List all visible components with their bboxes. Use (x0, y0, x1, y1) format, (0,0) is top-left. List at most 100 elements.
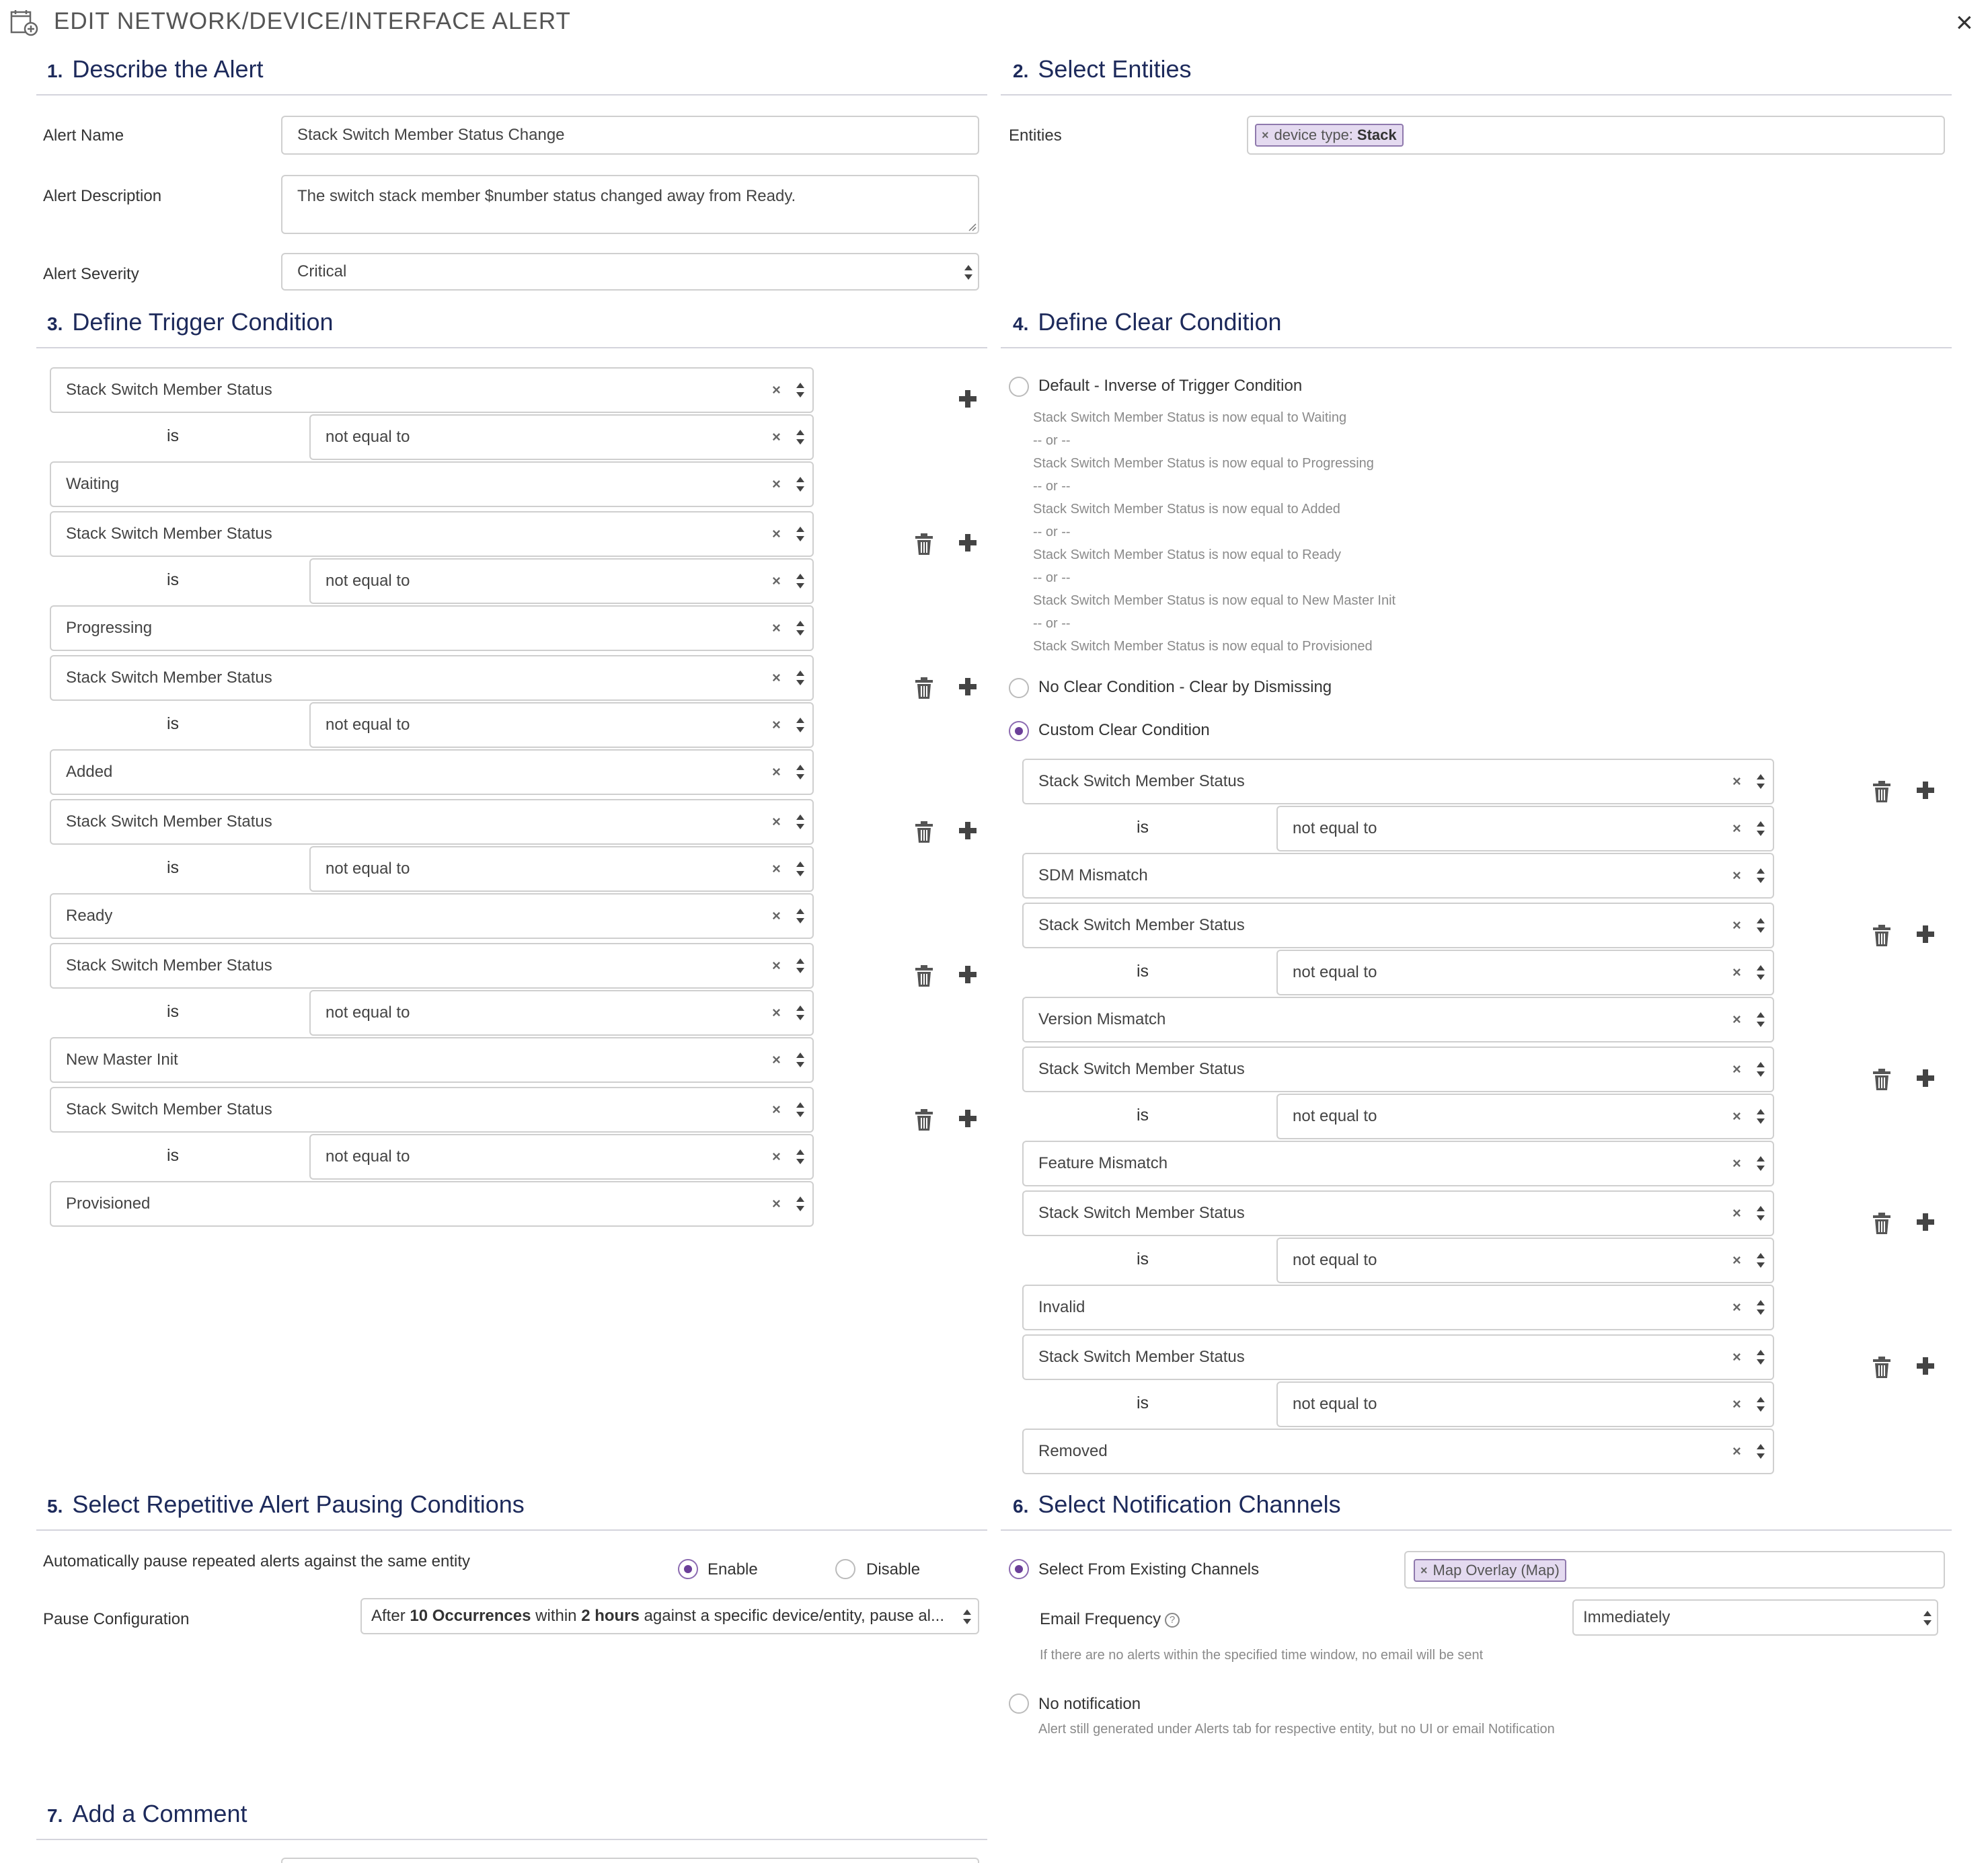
pause-disable-radio[interactable] (835, 1559, 855, 1579)
condition-value-select[interactable]: Removed × (1022, 1429, 1774, 1474)
condition-value-select[interactable]: SDM Mismatch × (1022, 853, 1774, 899)
condition-operator-select[interactable]: not equal to × (309, 1134, 814, 1180)
clear-x-icon[interactable]: × (1732, 1108, 1741, 1125)
resize-handle-icon[interactable] (967, 222, 977, 231)
trash-icon[interactable] (913, 964, 935, 987)
clear-x-icon[interactable]: × (1732, 1396, 1741, 1412)
condition-value-select[interactable]: Ready × (50, 893, 814, 939)
clear-x-icon[interactable]: × (1732, 1299, 1741, 1316)
plus-icon[interactable] (1915, 924, 1937, 947)
channel-tag[interactable]: × Map Overlay (Map) (1414, 1559, 1566, 1582)
alert-description-textarea[interactable]: The switch stack member $number status c… (281, 175, 979, 234)
clear-x-icon[interactable]: × (1732, 867, 1741, 884)
condition-metric-select[interactable]: Stack Switch Member Status × (1022, 759, 1774, 804)
condition-operator-select[interactable]: not equal to × (1276, 806, 1774, 851)
tag-remove-icon[interactable]: × (1420, 1563, 1428, 1577)
clear-x-icon[interactable]: × (1732, 1011, 1741, 1028)
trash-icon[interactable] (1871, 1068, 1893, 1091)
trash-icon[interactable] (913, 533, 935, 556)
condition-value-select[interactable]: Progressing × (50, 605, 814, 651)
plus-icon[interactable] (958, 677, 979, 699)
alert-name-input[interactable]: Stack Switch Member Status Change (281, 116, 979, 155)
clear-x-icon[interactable]: × (772, 669, 781, 686)
clear-x-icon[interactable]: × (772, 476, 781, 492)
clear-x-icon[interactable]: × (772, 619, 781, 636)
plus-icon[interactable] (1915, 780, 1937, 803)
clear-x-icon[interactable]: × (1732, 964, 1741, 981)
clear-x-icon[interactable]: × (1732, 1252, 1741, 1268)
condition-operator-select[interactable]: not equal to × (309, 414, 814, 460)
close-icon[interactable]: × (1956, 6, 1973, 39)
tag-remove-icon[interactable]: × (1262, 128, 1269, 142)
clear-x-icon[interactable]: × (772, 860, 781, 877)
plus-icon[interactable] (958, 1108, 979, 1131)
clear-x-icon[interactable]: × (1732, 1348, 1741, 1365)
condition-operator-select[interactable]: not equal to × (1276, 1094, 1774, 1139)
condition-metric-select[interactable]: Stack Switch Member Status × (1022, 903, 1774, 948)
clear-x-icon[interactable]: × (772, 381, 781, 398)
clear-none-radio[interactable] (1009, 678, 1029, 698)
condition-metric-select[interactable]: Stack Switch Member Status × (1022, 1334, 1774, 1380)
condition-metric-select[interactable]: Stack Switch Member Status × (50, 943, 814, 989)
condition-metric-select[interactable]: Stack Switch Member Status × (50, 655, 814, 701)
condition-value-select[interactable]: Provisioned × (50, 1181, 814, 1227)
plus-icon[interactable] (1915, 1356, 1937, 1379)
condition-operator-select[interactable]: not equal to × (1276, 950, 1774, 995)
clear-x-icon[interactable]: × (772, 1195, 781, 1212)
plus-icon[interactable] (1915, 1068, 1937, 1091)
condition-metric-select[interactable]: Stack Switch Member Status × (50, 511, 814, 557)
pause-config-select[interactable]: After 10 Occurrences within 2 hours agai… (360, 1598, 979, 1634)
condition-operator-select[interactable]: not equal to × (1276, 1381, 1774, 1427)
condition-operator-select[interactable]: not equal to × (309, 846, 814, 892)
condition-value-select[interactable]: New Master Init × (50, 1037, 814, 1083)
clear-x-icon[interactable]: × (1732, 1155, 1741, 1172)
clear-x-icon[interactable]: × (1732, 917, 1741, 934)
clear-x-icon[interactable]: × (1732, 773, 1741, 790)
clear-x-icon[interactable]: × (772, 763, 781, 780)
clear-x-icon[interactable]: × (772, 907, 781, 924)
condition-value-select[interactable]: Feature Mismatch × (1022, 1141, 1774, 1186)
pause-enable-radio[interactable] (678, 1559, 698, 1579)
trash-icon[interactable] (1871, 1356, 1893, 1379)
clear-x-icon[interactable]: × (1732, 1061, 1741, 1077)
condition-metric-select[interactable]: Stack Switch Member Status × (50, 367, 814, 413)
comment-input[interactable] (281, 1858, 979, 1863)
condition-value-select[interactable]: Added × (50, 749, 814, 795)
condition-metric-select[interactable]: Stack Switch Member Status × (50, 1087, 814, 1133)
clear-default-radio[interactable] (1009, 377, 1029, 397)
alert-severity-select[interactable]: Critical (281, 253, 979, 291)
no-notification-radio[interactable] (1009, 1694, 1029, 1714)
clear-x-icon[interactable]: × (772, 1101, 781, 1118)
clear-x-icon[interactable]: × (772, 813, 781, 830)
clear-custom-radio[interactable] (1009, 721, 1029, 741)
clear-x-icon[interactable]: × (772, 1004, 781, 1021)
email-frequency-select[interactable]: Immediately (1572, 1599, 1938, 1636)
channels-input[interactable]: × Map Overlay (Map) (1404, 1551, 1945, 1589)
condition-value-select[interactable]: Version Mismatch × (1022, 997, 1774, 1042)
condition-value-select[interactable]: Invalid × (1022, 1285, 1774, 1330)
clear-x-icon[interactable]: × (772, 428, 781, 445)
condition-metric-select[interactable]: Stack Switch Member Status × (1022, 1190, 1774, 1236)
trash-icon[interactable] (1871, 1212, 1893, 1235)
trash-icon[interactable] (913, 677, 935, 699)
clear-x-icon[interactable]: × (772, 957, 781, 974)
help-icon[interactable]: ? (1165, 1612, 1180, 1628)
entities-input[interactable]: × device type: Stack (1247, 116, 1945, 155)
trash-icon[interactable] (913, 1108, 935, 1131)
condition-operator-select[interactable]: not equal to × (309, 558, 814, 604)
condition-operator-select[interactable]: not equal to × (309, 990, 814, 1036)
plus-icon[interactable] (958, 821, 979, 843)
condition-metric-select[interactable]: Stack Switch Member Status × (50, 799, 814, 845)
condition-metric-select[interactable]: Stack Switch Member Status × (1022, 1047, 1774, 1092)
notify-existing-radio[interactable] (1009, 1559, 1029, 1579)
plus-icon[interactable] (958, 533, 979, 556)
entity-tag[interactable]: × device type: Stack (1255, 124, 1404, 147)
plus-icon[interactable] (1915, 1212, 1937, 1235)
clear-x-icon[interactable]: × (1732, 1443, 1741, 1459)
condition-operator-select[interactable]: not equal to × (309, 702, 814, 748)
condition-value-select[interactable]: Waiting × (50, 461, 814, 507)
clear-x-icon[interactable]: × (1732, 1205, 1741, 1221)
plus-icon[interactable] (958, 964, 979, 987)
condition-operator-select[interactable]: not equal to × (1276, 1238, 1774, 1283)
trash-icon[interactable] (913, 821, 935, 843)
